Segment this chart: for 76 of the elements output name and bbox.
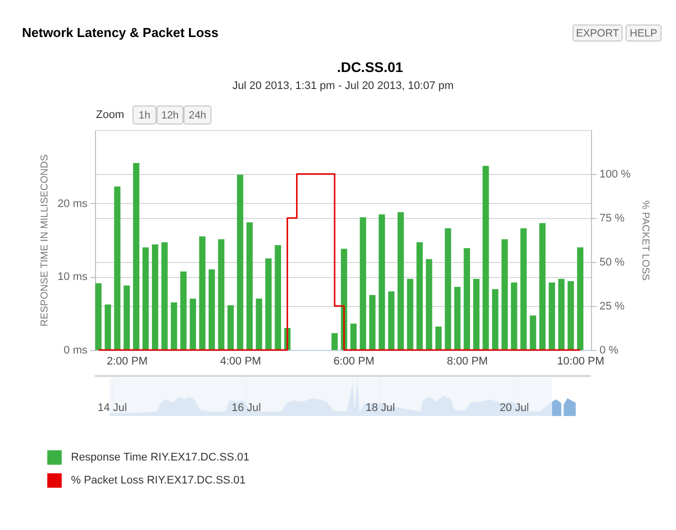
x-tick-label: 20 Jul [500, 402, 529, 414]
bar [246, 222, 253, 350]
bar [190, 298, 196, 350]
bar [398, 212, 404, 350]
bar [539, 223, 546, 350]
bar [407, 278, 414, 350]
x-tick-label: 10:00 PM [557, 356, 604, 368]
bar [228, 305, 234, 350]
bar [161, 242, 168, 350]
bar [170, 302, 178, 350]
x-tick-label: 16 Jul [232, 402, 261, 414]
text: .DC.SS.01 [336, 59, 404, 75]
y2-tick-label: 25 % [600, 300, 625, 312]
bar [435, 326, 442, 350]
bar [530, 316, 536, 350]
chart-subtitle: Jul 20 2013, 1:31 pm - Jul 20 2013, 10:07 pm [232, 80, 454, 92]
bar [378, 214, 385, 350]
bar [95, 283, 102, 350]
bar [152, 244, 158, 350]
bar [454, 286, 461, 350]
bar [369, 295, 376, 350]
legend-label: Response Time RIY.EX17.DC.SS.01 [71, 452, 250, 464]
bar [360, 217, 366, 350]
y-tick-label: 10 ms [58, 271, 88, 284]
x-tick-label: 6:00 PM [334, 356, 374, 368]
x-tick-label: 18 Jul [366, 402, 395, 414]
bar [114, 186, 120, 350]
bar [464, 248, 470, 350]
text: 12h [161, 110, 179, 122]
bar [548, 282, 556, 350]
bar [124, 285, 130, 350]
x-tick-label: 14 Jul [98, 402, 127, 414]
bar [492, 289, 498, 350]
bar [426, 259, 432, 350]
text: HELP [630, 28, 658, 40]
bar [180, 272, 187, 350]
bar [256, 298, 262, 350]
bar [482, 166, 489, 350]
bar [558, 278, 565, 350]
bar [142, 247, 149, 350]
y2-tick-label: 75 % [600, 212, 625, 224]
bar [104, 304, 112, 350]
legend-label: % Packet Loss RIY.EX17.DC.SS.01 [71, 474, 246, 486]
y-tick-label: 20 ms [58, 198, 88, 210]
bar [568, 281, 574, 350]
bar [350, 324, 357, 350]
x-tick-label: 8:00 PM [446, 356, 488, 368]
bar [510, 282, 518, 350]
bar [133, 163, 140, 350]
chart-title: Network Latency & Packet Loss [22, 25, 219, 40]
x-tick-label: 4:00 PM [220, 356, 262, 368]
bar [199, 236, 206, 350]
bar [388, 291, 394, 350]
bar [331, 333, 338, 350]
bar [265, 258, 272, 350]
y2-tick-label: 100 % [600, 168, 631, 180]
bar [218, 239, 224, 350]
y2-tick-label: 50 % [600, 256, 625, 268]
y2-axis-title: % PACKET LOSS [640, 200, 651, 281]
bar [416, 242, 423, 350]
bar [274, 245, 282, 350]
y-axis-title: RESPONSE TIME IN MILLISECONDS [40, 154, 51, 327]
bar [236, 174, 244, 350]
bar [473, 278, 480, 350]
text: 24h [188, 110, 206, 122]
bar [208, 269, 215, 350]
text: EXPORT [576, 28, 620, 40]
text: Zoom [96, 109, 124, 121]
y2-tick-label: 0 % [600, 344, 619, 356]
bar [577, 247, 584, 350]
x-tick-label: 2:00 PM [106, 356, 148, 368]
text: 1h [138, 110, 150, 122]
bar [444, 228, 452, 350]
bar [520, 228, 527, 350]
y-tick-label: 0 ms [64, 344, 88, 356]
bar [502, 239, 508, 350]
